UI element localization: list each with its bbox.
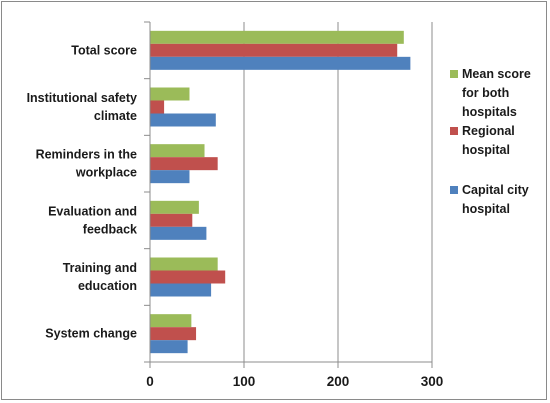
category-label: Institutional safety climate [27,91,137,123]
legend-label: Mean score for both hospitals [462,67,531,119]
bar [150,327,197,341]
x-tick-label: 300 [421,374,444,389]
gridlines [243,22,433,362]
x-tick-labels: 0 100 200 300 [146,374,443,389]
bar [150,270,226,284]
bar [150,100,165,114]
bar [150,87,190,101]
bar [150,283,212,297]
bar [150,200,199,214]
category-label: Total score [71,43,137,57]
bar [150,257,218,271]
bar [150,56,411,70]
bar [150,144,205,158]
axes [144,21,433,368]
bar [150,213,193,227]
x-tick-label: 200 [327,374,350,389]
bar [150,340,188,354]
bars [150,30,411,354]
legend-swatch [450,186,458,194]
bar [150,170,190,184]
category-label: System change [45,327,137,341]
category-label: Evaluation and feedback [48,204,137,236]
category-label: Training and education [63,261,137,293]
legend-swatch [450,127,458,135]
x-tick-label: 0 [146,374,154,389]
bar [150,43,398,57]
legend: Mean score for both hospitals Regional hospi… [450,67,531,216]
category-labels: Total score Institutional safety climate Re… [27,43,137,340]
bar [150,30,404,44]
bar [150,157,218,171]
legend-label: Regional hospital [462,124,515,157]
bar [150,226,207,240]
bar [150,113,216,127]
category-label: Reminders in the workplace [36,148,137,180]
legend-label: Capital city hospital [462,183,529,216]
x-tick-label: 100 [233,374,256,389]
legend-swatch [450,70,458,78]
bar [150,314,192,328]
